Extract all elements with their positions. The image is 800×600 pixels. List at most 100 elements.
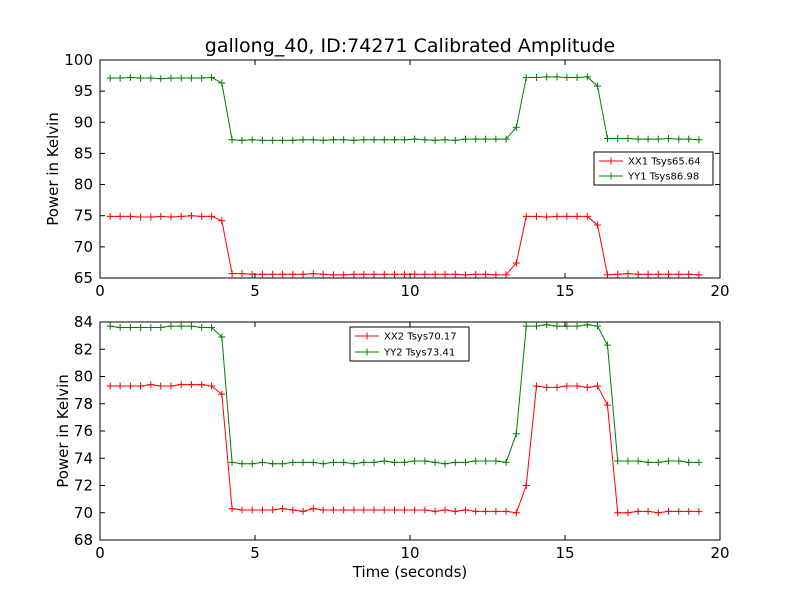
data-point xyxy=(177,212,185,220)
data-point xyxy=(137,213,145,221)
y-tick-label: 68 xyxy=(74,531,93,549)
data-point xyxy=(126,73,134,81)
data-point xyxy=(380,270,388,278)
data-point xyxy=(634,457,642,465)
y-tick-label: 70 xyxy=(74,504,93,522)
data-point xyxy=(370,136,378,144)
data-point xyxy=(482,135,490,143)
data-point xyxy=(461,135,469,143)
data-point xyxy=(167,322,175,330)
data-point xyxy=(411,270,419,278)
data-point xyxy=(532,73,540,81)
data-point xyxy=(299,507,307,515)
data-point xyxy=(309,505,317,513)
data-point xyxy=(695,136,703,144)
data-point xyxy=(614,270,622,278)
data-point xyxy=(502,135,510,143)
data-point xyxy=(665,134,673,142)
y-tick-label: 80 xyxy=(74,368,93,386)
data-point xyxy=(421,457,429,465)
y-tick-label: 75 xyxy=(74,207,93,225)
data-point xyxy=(553,322,561,330)
data-point xyxy=(350,136,358,144)
y-tick-label: 74 xyxy=(74,449,93,467)
x-tick-label: 5 xyxy=(250,282,260,300)
data-point xyxy=(624,270,632,278)
data-point xyxy=(472,507,480,515)
x-tick-label: 20 xyxy=(710,282,729,300)
data-point xyxy=(451,458,459,466)
bottom-panel-ticks: 0 5 10 15 20 68 70 72 74 76 78 80 82 84 xyxy=(74,313,730,562)
legend-label-yy1: YY1 Tsys86.98 xyxy=(627,172,699,183)
data-point xyxy=(492,457,500,465)
data-point xyxy=(654,270,662,278)
data-point xyxy=(187,212,195,220)
data-point xyxy=(157,212,165,220)
bottom-panel-legend-box xyxy=(349,326,470,362)
top-panel-y-axis-label: Power in Kelvin xyxy=(44,112,62,226)
data-point xyxy=(258,136,266,144)
data-point xyxy=(258,506,266,514)
data-point xyxy=(198,212,206,220)
data-point xyxy=(299,458,307,466)
data-point xyxy=(675,507,683,515)
data-point xyxy=(126,212,134,220)
data-point xyxy=(289,136,297,144)
data-point xyxy=(319,506,327,514)
data-point xyxy=(269,136,277,144)
data-point xyxy=(279,505,287,513)
data-point xyxy=(177,74,185,82)
data-point xyxy=(522,482,530,489)
data-point xyxy=(147,323,155,331)
x-tick-label: 20 xyxy=(710,544,729,562)
y-tick-label: 70 xyxy=(74,238,93,256)
bottom-panel-frame xyxy=(99,321,721,541)
data-point xyxy=(594,382,602,390)
data-point xyxy=(391,506,398,514)
data-point xyxy=(695,271,703,279)
data-point xyxy=(238,136,246,144)
data-point xyxy=(532,322,540,330)
data-point xyxy=(492,507,500,515)
data-point xyxy=(441,270,449,278)
data-point xyxy=(380,506,388,514)
data-point xyxy=(340,136,348,144)
data-point xyxy=(614,134,622,142)
data-point xyxy=(167,382,175,390)
data-point xyxy=(421,136,429,144)
data-point xyxy=(685,270,693,278)
data-point xyxy=(522,322,530,330)
data-point xyxy=(461,271,469,279)
y-tick-label: 80 xyxy=(74,176,93,194)
x-tick-label: 15 xyxy=(555,544,574,562)
data-point xyxy=(603,341,611,349)
data-point xyxy=(228,270,236,278)
data-point xyxy=(218,390,226,398)
data-point xyxy=(319,136,327,144)
legend-marker-xx1 xyxy=(607,157,615,165)
data-point xyxy=(208,323,216,331)
x-tick-label: 10 xyxy=(400,544,419,562)
bottom-panel-legend: XX2 Tsys70.17 YY2 Tsys73.41 xyxy=(349,326,470,362)
data-point xyxy=(218,333,226,341)
bottom-panel: 0 5 10 15 20 68 70 72 74 76 78 80 82 84 Power in Kelv… xyxy=(54,313,730,581)
data-point xyxy=(228,136,236,144)
data-point xyxy=(400,506,408,514)
data-point xyxy=(451,136,459,144)
data-point xyxy=(563,212,571,220)
data-point xyxy=(624,509,632,517)
data-point xyxy=(319,460,327,468)
data-point xyxy=(391,270,398,278)
data-point xyxy=(289,506,297,514)
data-point xyxy=(380,457,388,465)
data-point xyxy=(198,323,206,331)
data-point xyxy=(431,507,439,515)
data-point xyxy=(644,270,652,278)
data-point xyxy=(258,270,266,278)
x-tick-label: 5 xyxy=(250,544,260,562)
data-point xyxy=(400,458,408,466)
data-point xyxy=(431,136,439,144)
data-point xyxy=(441,136,449,144)
y-tick-label: 85 xyxy=(74,144,93,162)
data-point xyxy=(147,213,155,221)
